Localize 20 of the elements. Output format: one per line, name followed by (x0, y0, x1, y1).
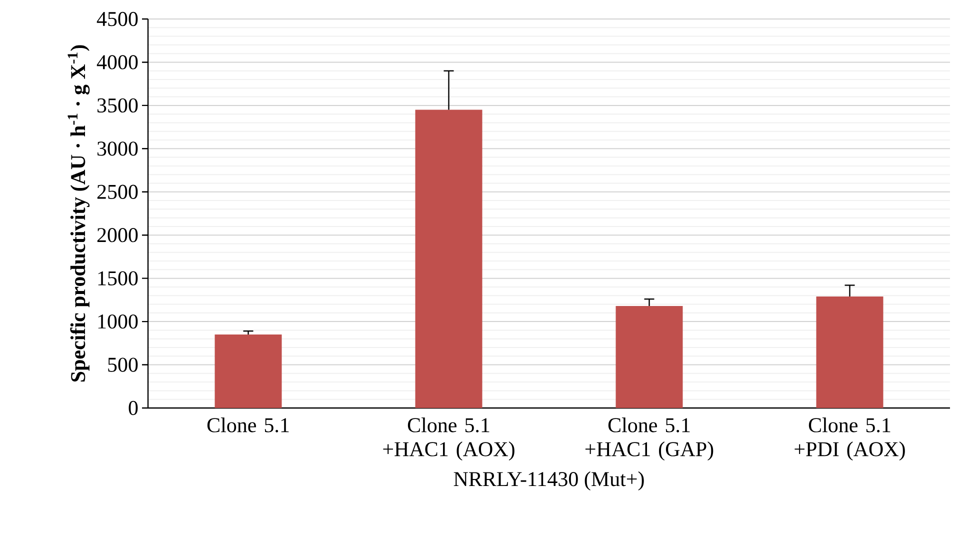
y-tick-label: 2500 (97, 184, 138, 199)
y-axis-title: Specific productivity (AU · h$^{-1}$ · g X$^{-1}$) (68, 45, 90, 382)
bar (415, 110, 482, 408)
y-tick-label: 3000 (97, 142, 138, 156)
y-tick-label: 2000 (97, 228, 138, 242)
x-tick-label: Clone 5.1 (207, 418, 289, 432)
x-tick-label: Clone 5.1 +HAC1 (GAP) (585, 418, 714, 461)
y-tick-label: 1000 (98, 314, 138, 329)
y-tick-label: 0 (128, 400, 138, 416)
x-axis-title: NRRLY-11430 (Mut+) (454, 471, 644, 490)
y-tick-label: 3500 (97, 98, 138, 113)
x-tick-label: Clone 5.1 +PDI (AOX) (794, 418, 905, 461)
y-tick-label: 4000 (96, 55, 138, 70)
bar (214, 334, 282, 408)
x-tick-label: Clone 5.1 +HAC1 (AOX) (383, 418, 514, 461)
y-tick-label: 4500 (96, 12, 138, 26)
bar (816, 296, 884, 408)
y-tick-label: 1500 (98, 271, 138, 286)
bar (616, 306, 683, 408)
y-tick-label: 500 (108, 358, 138, 372)
